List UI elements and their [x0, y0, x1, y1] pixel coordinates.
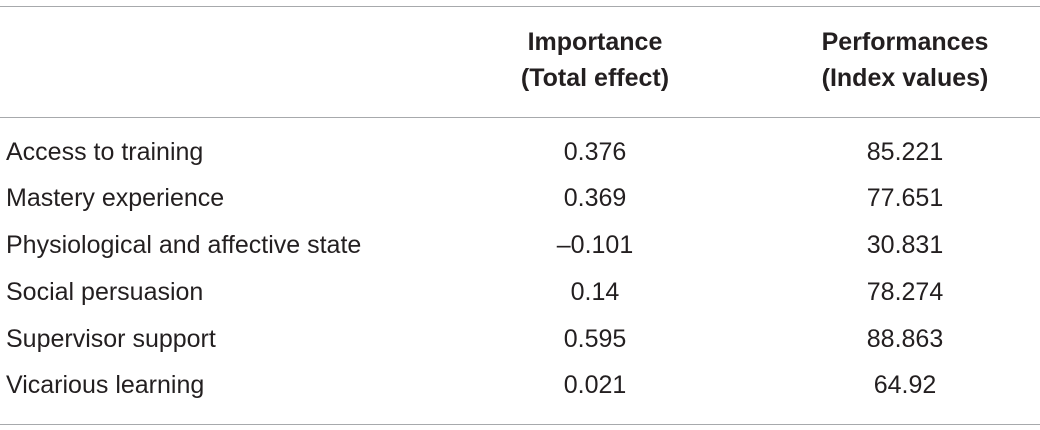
row-performance: 78.274 [866, 278, 944, 306]
row-performance: 85.221 [866, 138, 944, 166]
row-label: Vicarious learning [6, 371, 205, 399]
header-importance-line1: Importance [527, 28, 663, 56]
row-importance: 0.369 [563, 184, 627, 212]
table-row: Access to training 0.376 85.221 [0, 129, 1040, 175]
header-importance-line2: (Total effect) [520, 64, 670, 92]
row-importance: 0.376 [563, 138, 627, 166]
header-performance-line2: (Index values) [821, 64, 989, 92]
row-importance: 0.14 [570, 278, 620, 306]
row-performance: 30.831 [866, 231, 944, 259]
table-top-rule [0, 6, 1040, 7]
row-label: Social persuasion [6, 278, 204, 306]
header-performance: Performances (Index values) [780, 24, 1030, 104]
row-performance: 88.863 [866, 325, 944, 353]
table-row: Physiological and affective state –0.101… [0, 222, 1040, 268]
table-header-rule [0, 117, 1040, 118]
row-performance: 77.651 [866, 184, 944, 212]
row-label: Supervisor support [6, 325, 216, 353]
row-label: Access to training [6, 138, 204, 166]
table-row: Supervisor support 0.595 88.863 [0, 316, 1040, 362]
table-row: Mastery experience 0.369 77.651 [0, 175, 1040, 221]
header-importance: Importance (Total effect) [470, 24, 720, 104]
table-bottom-rule [0, 424, 1040, 425]
row-label: Physiological and affective state [6, 231, 362, 259]
row-label: Mastery experience [6, 184, 225, 212]
table-row: Social persuasion 0.14 78.274 [0, 269, 1040, 315]
row-performance: 64.92 [873, 371, 937, 399]
header-performance-line1: Performances [821, 28, 989, 56]
table-row: Vicarious learning 0.021 64.92 [0, 362, 1040, 408]
row-importance: 0.021 [563, 371, 627, 399]
row-importance: –0.101 [556, 231, 634, 259]
row-importance: 0.595 [563, 325, 627, 353]
